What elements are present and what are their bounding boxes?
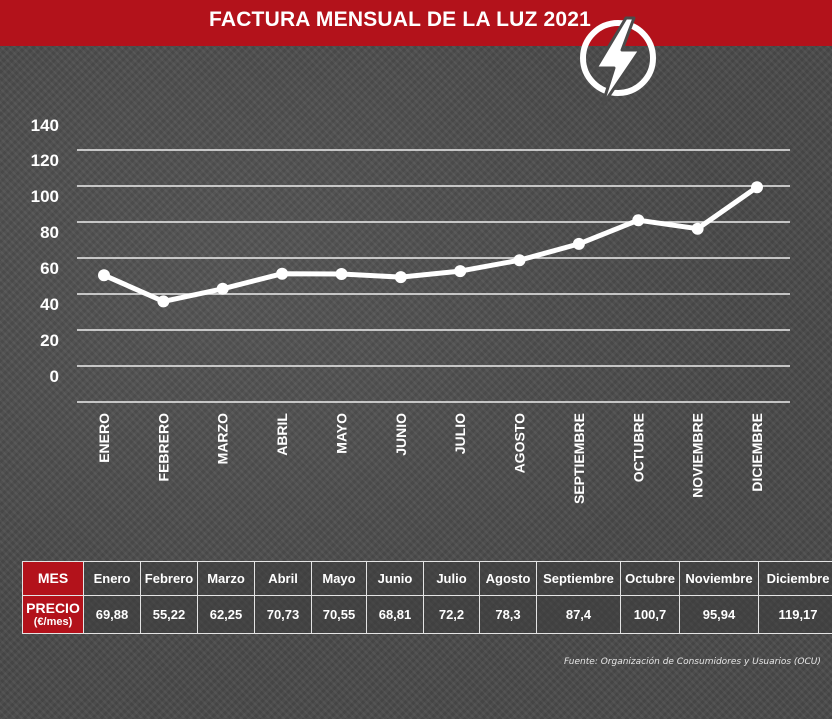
price-cell: 62,25 bbox=[197, 595, 255, 634]
table-header-precio: PRECIO (€/mes) bbox=[22, 595, 84, 634]
x-category-label: JULIO bbox=[452, 413, 468, 454]
precio-unit-label: (€/mes) bbox=[33, 615, 73, 628]
precio-label: PRECIO bbox=[26, 599, 80, 616]
month-cell: Agosto bbox=[479, 561, 537, 596]
table-header-mes: MES bbox=[22, 561, 84, 596]
price-cell: 72,2 bbox=[423, 595, 480, 634]
month-cell: Diciembre bbox=[758, 561, 832, 596]
y-tick-label: 60 bbox=[40, 259, 59, 278]
x-category-label: SEPTIEMBRE bbox=[571, 413, 587, 504]
y-axis-ticks: 0 20 40 60 80 100 120 140 bbox=[31, 116, 59, 386]
series-line bbox=[101, 184, 760, 304]
data-point bbox=[572, 237, 585, 250]
month-cell: Febrero bbox=[140, 561, 198, 596]
series-line-path bbox=[101, 184, 760, 304]
price-cell: 119,17 bbox=[758, 595, 832, 634]
x-category-label: OCTUBRE bbox=[630, 413, 646, 482]
y-tick-label: 40 bbox=[40, 295, 59, 314]
x-category-label: MARZO bbox=[215, 413, 231, 464]
price-cell: 87,4 bbox=[536, 595, 621, 634]
grid-lines bbox=[77, 149, 790, 403]
series-points bbox=[98, 181, 763, 308]
table-row-prices: PRECIO (€/mes) 69,88 55,22 62,25 70,73 70,55… bbox=[22, 595, 832, 634]
data-point bbox=[98, 269, 110, 282]
data-point bbox=[394, 271, 407, 284]
y-tick-label: 80 bbox=[40, 223, 59, 242]
price-cell: 69,88 bbox=[83, 595, 141, 634]
price-cell: 70,55 bbox=[311, 595, 367, 634]
month-cell: Mayo bbox=[311, 561, 367, 596]
y-tick-label: 20 bbox=[40, 331, 59, 350]
month-cell: Noviembre bbox=[679, 561, 759, 596]
month-cell: Enero bbox=[83, 561, 141, 596]
lightning-bolt-icon bbox=[580, 16, 656, 108]
data-point bbox=[751, 181, 763, 194]
data-point bbox=[157, 295, 170, 308]
y-tick-label: 120 bbox=[31, 151, 59, 170]
price-cell: 78,3 bbox=[479, 595, 537, 634]
month-cell: Octubre bbox=[620, 561, 680, 596]
x-category-label: AGOSTO bbox=[512, 413, 528, 474]
line-chart: 0 20 40 60 80 100 120 140 ENERO FEBRERO MARZO ABRI… bbox=[31, 116, 790, 504]
x-category-label: ABRIL bbox=[274, 413, 290, 456]
title-bar: FACTURA MENSUAL DE LA LUZ 2021 bbox=[0, 0, 832, 46]
data-point bbox=[513, 254, 526, 267]
x-category-label: FEBRERO bbox=[155, 413, 171, 482]
table-row-months: MES Enero Febrero Marzo Abril Mayo Junio Julio… bbox=[22, 561, 832, 596]
data-point bbox=[216, 282, 229, 295]
month-cell: Abril bbox=[254, 561, 312, 596]
data-point bbox=[632, 214, 645, 227]
y-tick-label: 0 bbox=[50, 367, 59, 386]
data-point bbox=[454, 265, 467, 278]
data-point bbox=[691, 222, 704, 235]
x-axis-labels: ENERO FEBRERO MARZO ABRIL MAYO JUNIO JULIO AGOS… bbox=[96, 413, 765, 504]
price-cell: 55,22 bbox=[140, 595, 198, 634]
data-point bbox=[276, 267, 289, 280]
price-cell: 100,7 bbox=[620, 595, 680, 634]
price-cell: 68,81 bbox=[366, 595, 424, 634]
data-point bbox=[335, 268, 348, 280]
y-tick-label: 100 bbox=[31, 187, 59, 206]
month-cell: Junio bbox=[366, 561, 424, 596]
month-cell: Septiembre bbox=[536, 561, 621, 596]
x-category-label: MAYO bbox=[333, 413, 349, 454]
y-tick-label: 140 bbox=[31, 116, 59, 135]
chart-title: FACTURA MENSUAL DE LA LUZ 2021 bbox=[208, 8, 592, 31]
price-table: MES Enero Febrero Marzo Abril Mayo Junio Julio… bbox=[22, 561, 832, 634]
month-cell: Julio bbox=[423, 561, 480, 596]
source-note: Fuente: Organización de Consumidores y U… bbox=[564, 657, 821, 667]
x-category-label: ENERO bbox=[96, 413, 112, 463]
mes-label: MES bbox=[37, 570, 69, 586]
price-cell: 70,73 bbox=[254, 595, 312, 634]
x-category-label: NOVIEMBRE bbox=[690, 413, 706, 498]
x-category-label: DICIEMBRE bbox=[749, 413, 765, 492]
x-category-label: JUNIO bbox=[393, 413, 409, 456]
month-cell: Marzo bbox=[197, 561, 255, 596]
price-cell: 95,94 bbox=[679, 595, 759, 634]
